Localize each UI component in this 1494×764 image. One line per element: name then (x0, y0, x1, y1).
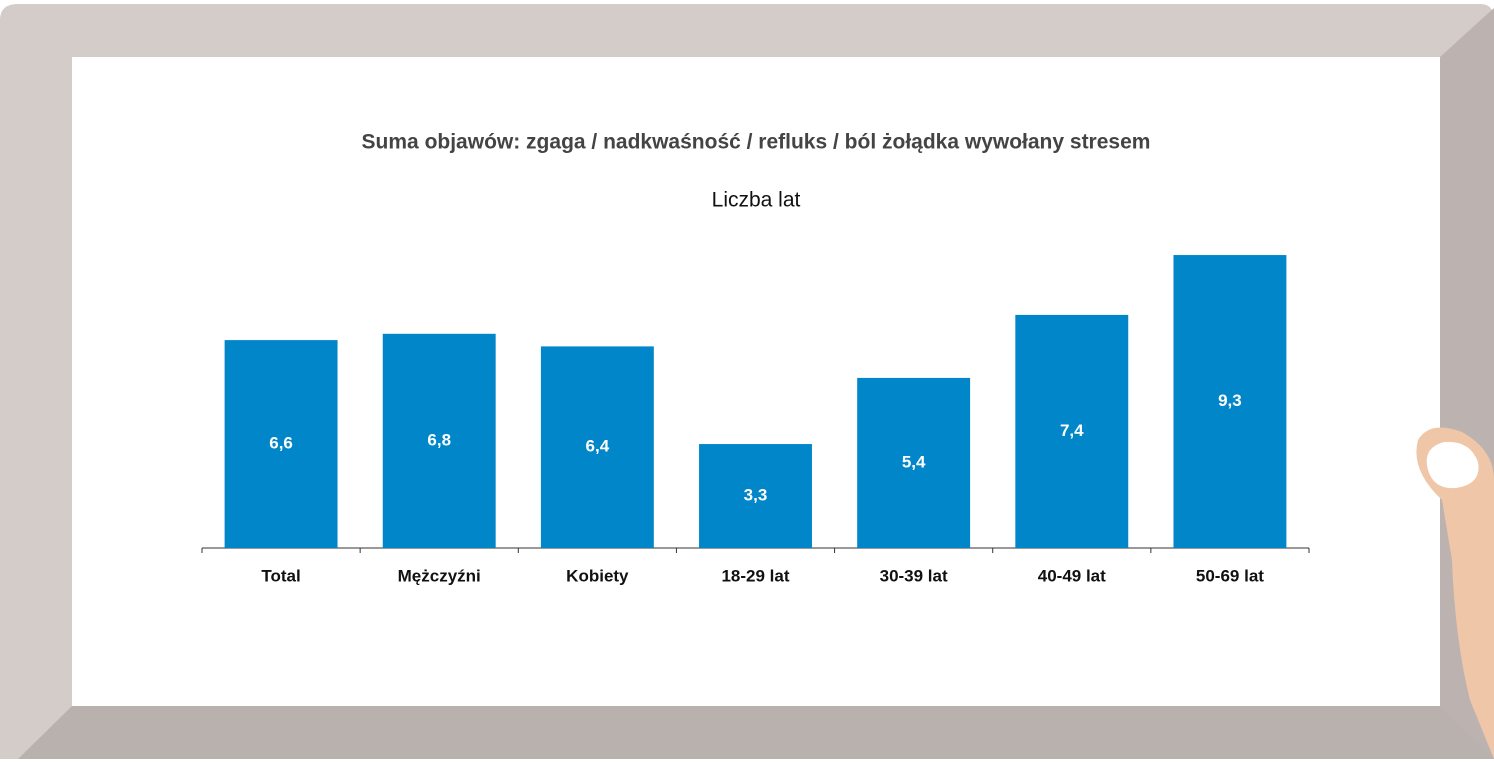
value-label: 6,6 (269, 434, 293, 453)
value-label: 6,8 (427, 430, 451, 449)
value-label: 5,4 (902, 452, 926, 471)
value-label: 7,4 (1060, 421, 1084, 440)
tablet-bottom (18, 706, 1494, 759)
x-tick-label: Kobiety (566, 566, 629, 585)
bar (1015, 314, 1129, 548)
bar (224, 340, 338, 548)
x-tick-label: Total (261, 566, 300, 585)
x-tick-label: 30-39 lat (880, 566, 948, 585)
x-tick-label: 40-49 lat (1038, 566, 1106, 585)
x-tick-label: 18-29 lat (721, 566, 789, 585)
x-tick-label: 50-69 lat (1196, 566, 1264, 585)
bar (857, 377, 971, 548)
fingernail (1426, 441, 1479, 489)
bar (1173, 255, 1287, 549)
value-label: 9,3 (1218, 391, 1242, 410)
bar (382, 333, 496, 548)
value-label: 6,4 (586, 437, 610, 456)
chart-title: Suma objawów: zgaga / nadkwaśność / refl… (362, 131, 1151, 154)
chart-subtitle: Liczba lat (712, 189, 801, 212)
x-tick-label: Mężczyźni (398, 566, 481, 585)
bar (540, 346, 654, 548)
finger (1416, 427, 1494, 759)
value-label: 3,3 (744, 486, 768, 505)
bar (699, 444, 812, 548)
